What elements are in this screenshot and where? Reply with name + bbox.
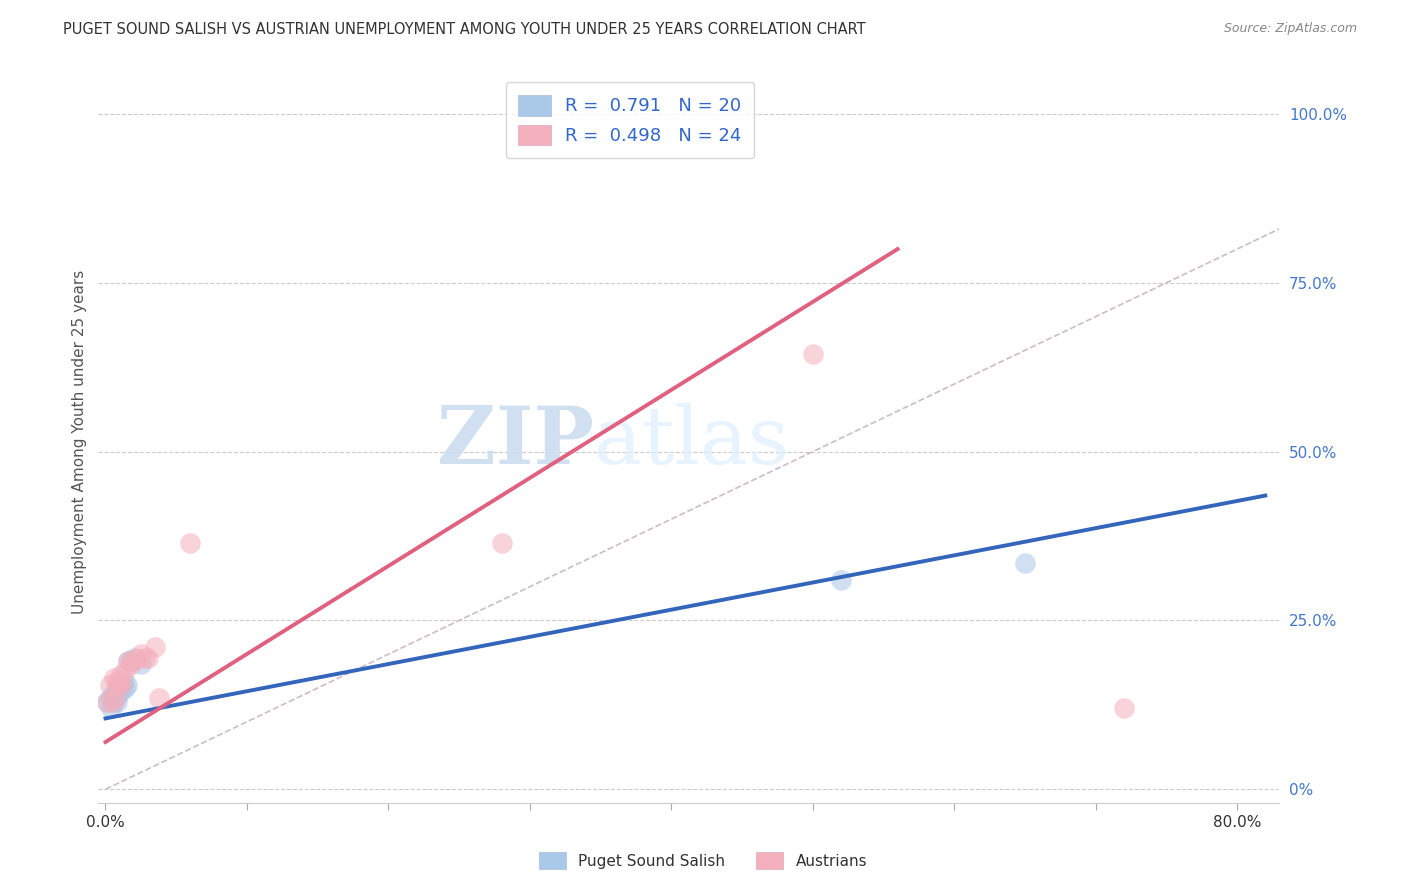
Point bbox=[143, 640, 166, 655]
Text: ZIP: ZIP bbox=[437, 402, 595, 481]
Point bbox=[96, 694, 118, 708]
Legend: R =  0.791   N = 20, R =  0.498   N = 24: R = 0.791 N = 20, R = 0.498 N = 24 bbox=[506, 82, 754, 158]
Point bbox=[104, 684, 127, 698]
Point bbox=[111, 678, 134, 692]
Point bbox=[122, 654, 145, 668]
Point bbox=[491, 536, 513, 550]
Text: Source: ZipAtlas.com: Source: ZipAtlas.com bbox=[1223, 22, 1357, 36]
Y-axis label: Unemployment Among Youth under 25 years: Unemployment Among Youth under 25 years bbox=[72, 269, 87, 614]
Point bbox=[100, 701, 122, 715]
Point bbox=[101, 688, 124, 702]
Point bbox=[115, 678, 138, 692]
Point bbox=[105, 694, 128, 708]
Point bbox=[114, 681, 136, 695]
Point bbox=[101, 694, 124, 708]
Point bbox=[108, 674, 131, 689]
Point bbox=[114, 664, 136, 678]
Point bbox=[107, 678, 129, 692]
Point bbox=[98, 678, 121, 692]
Point bbox=[117, 654, 139, 668]
Text: PUGET SOUND SALISH VS AUSTRIAN UNEMPLOYMENT AMONG YOUTH UNDER 25 YEARS CORRELATI: PUGET SOUND SALISH VS AUSTRIAN UNEMPLOYM… bbox=[63, 22, 866, 37]
Point bbox=[108, 678, 131, 692]
Point bbox=[801, 347, 824, 361]
Point bbox=[122, 650, 145, 665]
Legend: Puget Sound Salish, Austrians: Puget Sound Salish, Austrians bbox=[533, 846, 873, 875]
Point bbox=[134, 650, 156, 665]
Point bbox=[830, 573, 852, 587]
Text: atlas: atlas bbox=[595, 402, 790, 481]
Point bbox=[111, 678, 134, 692]
Point bbox=[120, 657, 142, 672]
Point bbox=[117, 654, 139, 668]
Point bbox=[1014, 556, 1036, 570]
Point bbox=[1112, 701, 1135, 715]
Point bbox=[110, 667, 132, 681]
Point bbox=[179, 536, 201, 550]
Point bbox=[110, 684, 132, 698]
Point bbox=[105, 674, 128, 689]
Point bbox=[96, 694, 118, 708]
Point bbox=[112, 674, 135, 689]
Point bbox=[148, 691, 170, 706]
Point bbox=[120, 654, 142, 668]
Point bbox=[103, 671, 125, 685]
Point bbox=[125, 650, 148, 665]
Point bbox=[129, 657, 152, 672]
Point bbox=[103, 694, 125, 708]
Point bbox=[107, 688, 129, 702]
Point bbox=[104, 691, 127, 706]
Point bbox=[129, 647, 152, 661]
Point bbox=[98, 691, 121, 706]
Point bbox=[136, 650, 159, 665]
